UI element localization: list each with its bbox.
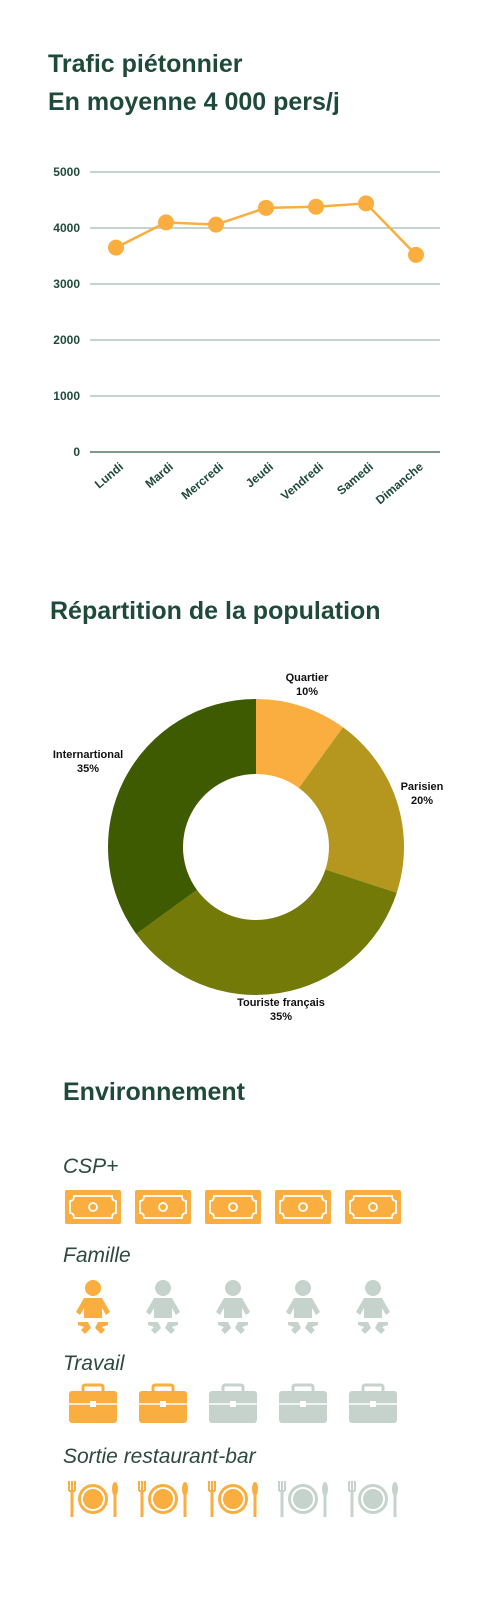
data-point xyxy=(158,214,174,231)
slice-label: Internartional xyxy=(53,749,123,761)
baby-icon xyxy=(286,1280,320,1334)
baby-icon xyxy=(146,1280,180,1334)
briefcase-icon xyxy=(69,1383,117,1423)
y-tick-label: 0 xyxy=(73,445,80,459)
briefcase-icon xyxy=(139,1383,187,1423)
data-point xyxy=(208,216,224,233)
baby-icon xyxy=(216,1280,250,1334)
y-tick-label: 4000 xyxy=(53,221,80,235)
x-tick-label: Mercredi xyxy=(179,460,226,503)
baby-icon xyxy=(76,1280,110,1334)
slice-label: Touriste français xyxy=(237,997,325,1009)
dining-plate-icon xyxy=(278,1481,328,1517)
slice-label: Quartier xyxy=(286,672,330,684)
section-label-csp: CSP+ xyxy=(63,1155,119,1178)
data-point xyxy=(258,199,274,216)
dining-plate-icon xyxy=(208,1481,258,1517)
pie-slice xyxy=(256,699,343,788)
dining-plate-icon xyxy=(138,1481,188,1517)
x-tick-label: Vendredi xyxy=(278,460,326,503)
line-chart: 0 1000 2000 3000 4000 5000 Lundi Mardi Mercredi J… xyxy=(53,165,440,507)
x-tick-label: Mardi xyxy=(142,460,176,491)
dining-plate-icon xyxy=(348,1481,398,1517)
data-point xyxy=(308,198,324,215)
x-tick-label: Dimanche xyxy=(373,459,426,507)
page-subtitle: En moyenne 4 000 pers/j xyxy=(48,88,340,116)
section-label-travail: Travail xyxy=(63,1352,125,1375)
money-bill-icon xyxy=(65,1190,121,1224)
slice-percent: 35% xyxy=(77,763,99,775)
page-title: Trafic piétonnier xyxy=(48,50,243,78)
y-tick-label: 2000 xyxy=(53,333,80,347)
money-bill-icon xyxy=(275,1190,331,1224)
slice-percent: 20% xyxy=(411,795,433,807)
data-point xyxy=(358,195,374,212)
travail-icon-row xyxy=(69,1383,397,1423)
sortie-icon-row xyxy=(68,1481,398,1517)
briefcase-icon xyxy=(279,1383,327,1423)
money-bill-icon xyxy=(345,1190,401,1224)
slice-percent: 35% xyxy=(270,1011,292,1023)
csp-icon-row xyxy=(65,1190,401,1224)
money-bill-icon xyxy=(135,1190,191,1224)
donut-chart: Quartier 10% Parisien 20% Touriste français 3… xyxy=(53,672,444,1023)
famille-icon-row xyxy=(76,1280,390,1334)
y-tick-label: 1000 xyxy=(53,389,80,403)
slice-percent: 10% xyxy=(296,686,318,698)
briefcase-icon xyxy=(349,1383,397,1423)
data-point xyxy=(108,239,124,256)
section-label-sortie: Sortie restaurant-bar xyxy=(63,1445,256,1468)
briefcase-icon xyxy=(209,1383,257,1423)
data-point xyxy=(408,246,424,263)
slice-label: Parisien xyxy=(401,781,444,793)
x-tick-label: Jeudi xyxy=(243,460,276,491)
pie-chart-title: Répartition de la population xyxy=(50,597,381,625)
section-label-famille: Famille xyxy=(63,1244,131,1267)
money-bill-icon xyxy=(205,1190,261,1224)
x-tick-label: Samedi xyxy=(334,460,376,498)
pie-slice xyxy=(298,727,405,893)
pie-slice xyxy=(107,699,256,934)
dining-plate-icon xyxy=(68,1481,118,1517)
baby-icon xyxy=(356,1280,390,1334)
environment-title: Environnement xyxy=(63,1078,245,1106)
pie-slice xyxy=(136,869,397,995)
y-tick-label: 3000 xyxy=(53,277,80,291)
y-tick-label: 5000 xyxy=(53,165,80,179)
x-tick-label: Lundi xyxy=(92,460,126,492)
